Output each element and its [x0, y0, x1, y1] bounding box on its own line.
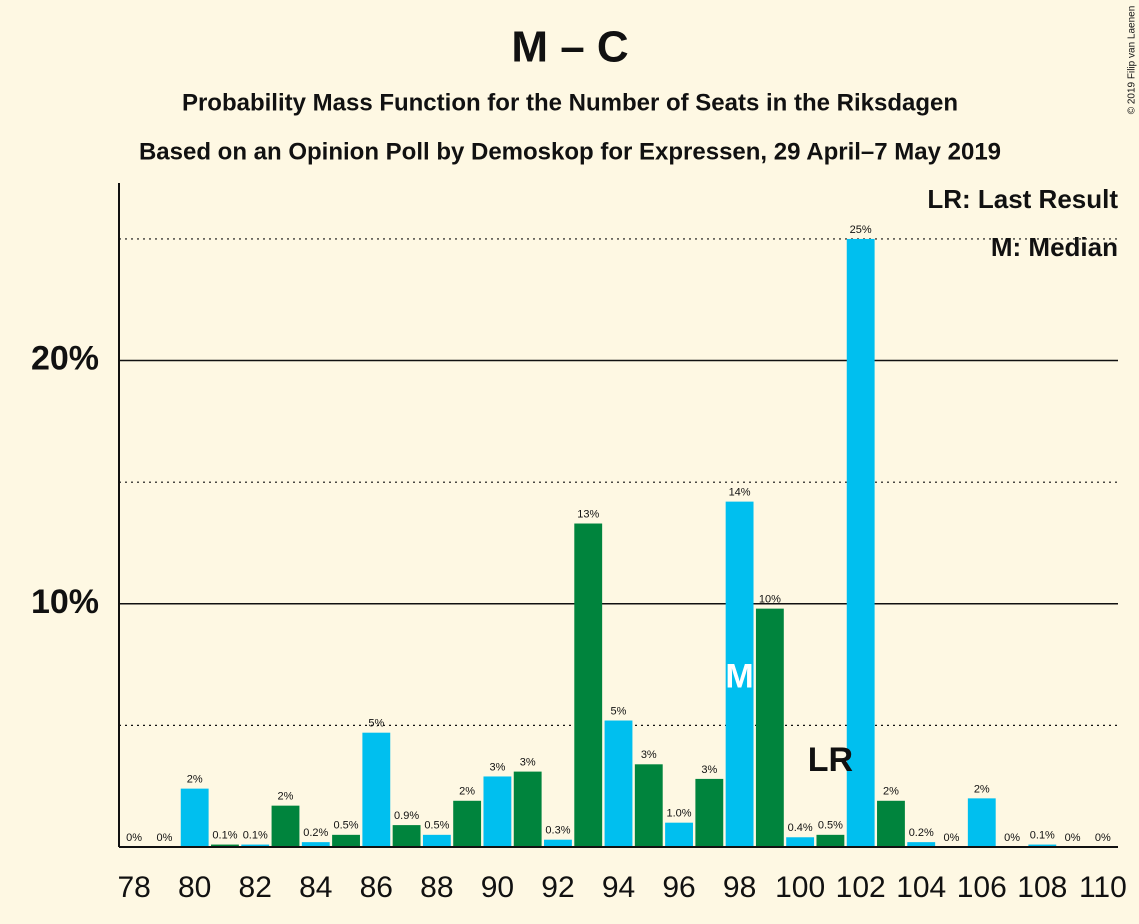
chart-title: M – C — [511, 23, 628, 72]
bar — [786, 837, 815, 847]
bar — [241, 844, 270, 847]
value-label: 3% — [489, 761, 505, 773]
bar — [544, 839, 572, 847]
value-label: 0% — [1065, 832, 1081, 844]
value-label: 5% — [611, 705, 627, 717]
value-label: 1.0% — [667, 808, 692, 820]
value-label: 14% — [729, 487, 751, 499]
value-label: 3% — [641, 749, 657, 761]
y-tick-label: 20% — [31, 340, 99, 378]
y-tick-label: 10% — [31, 583, 99, 621]
x-tick-label: 94 — [602, 871, 635, 904]
bar — [604, 720, 633, 847]
x-tick-label: 78 — [117, 871, 150, 904]
value-label: 0.5% — [424, 820, 449, 832]
bar — [634, 764, 663, 847]
value-label: 2% — [187, 774, 203, 786]
value-label: 0.1% — [243, 829, 268, 841]
value-label: 0.5% — [818, 820, 843, 832]
value-label: 2% — [459, 786, 475, 798]
bar — [211, 844, 239, 847]
bar — [877, 800, 905, 847]
median-marker: M — [725, 658, 753, 696]
value-label: 0% — [944, 832, 960, 844]
x-tick-label: 104 — [896, 871, 946, 904]
x-tick-label: 106 — [957, 871, 1007, 904]
bar — [967, 798, 996, 847]
legend-entry: LR: Last Result — [927, 184, 1118, 214]
subtitle: Probability Mass Function for the Number… — [182, 89, 958, 116]
value-label: 5% — [368, 718, 384, 730]
x-tick-label: 86 — [360, 871, 393, 904]
bar — [725, 501, 754, 847]
value-label: 0.5% — [334, 820, 359, 832]
bar — [513, 771, 542, 847]
x-tick-label: 96 — [662, 871, 695, 904]
bar — [483, 776, 512, 847]
value-label: 0% — [126, 832, 142, 844]
value-label: 0.4% — [788, 822, 813, 834]
value-label: 0.2% — [909, 827, 934, 839]
value-label: 0.1% — [1030, 829, 1055, 841]
bar — [453, 800, 482, 847]
bar — [846, 238, 875, 847]
x-tick-label: 102 — [836, 871, 886, 904]
x-tick-label: 98 — [723, 871, 756, 904]
bar — [362, 732, 391, 847]
bar — [695, 778, 724, 847]
bar — [665, 822, 693, 847]
value-label: 0.3% — [545, 825, 570, 837]
x-tick-label: 90 — [481, 871, 514, 904]
value-label: 3% — [701, 764, 717, 776]
copyright: © 2019 Filip van Laenen — [1127, 6, 1138, 115]
bar — [271, 805, 300, 847]
legend-entry: M: Median — [991, 232, 1118, 262]
x-tick-label: 82 — [239, 871, 272, 904]
x-tick-label: 92 — [541, 871, 574, 904]
bar — [755, 608, 784, 847]
value-label: 2% — [974, 783, 990, 795]
bar — [574, 523, 603, 847]
value-label: 2% — [278, 791, 294, 803]
bar — [180, 788, 209, 847]
value-label: 0.1% — [212, 829, 237, 841]
bar — [1028, 844, 1057, 847]
x-tick-label: 84 — [299, 871, 332, 904]
value-label: 0% — [156, 832, 172, 844]
value-label: 0% — [1004, 832, 1020, 844]
bar — [816, 834, 845, 847]
x-tick-label: 110 — [1079, 871, 1127, 904]
value-label: 0.2% — [303, 827, 328, 839]
bar — [332, 834, 360, 847]
x-tick-label: 100 — [775, 871, 825, 904]
last-result-marker: LR — [808, 741, 853, 779]
x-tick-label: 80 — [178, 871, 211, 904]
value-label: 13% — [577, 508, 599, 520]
bar — [422, 834, 451, 847]
bar — [392, 825, 421, 847]
value-label: 25% — [850, 224, 872, 236]
x-tick-label: 108 — [1017, 871, 1067, 904]
value-label: 0% — [1095, 832, 1111, 844]
value-label: 10% — [759, 594, 781, 606]
value-label: 2% — [883, 786, 899, 798]
value-label: 0.9% — [394, 810, 419, 822]
value-label: 3% — [520, 757, 536, 769]
subtitle: Based on an Opinion Poll by Demoskop for… — [139, 138, 1001, 165]
x-tick-label: 88 — [420, 871, 453, 904]
bar — [301, 842, 330, 847]
bar — [907, 842, 936, 847]
